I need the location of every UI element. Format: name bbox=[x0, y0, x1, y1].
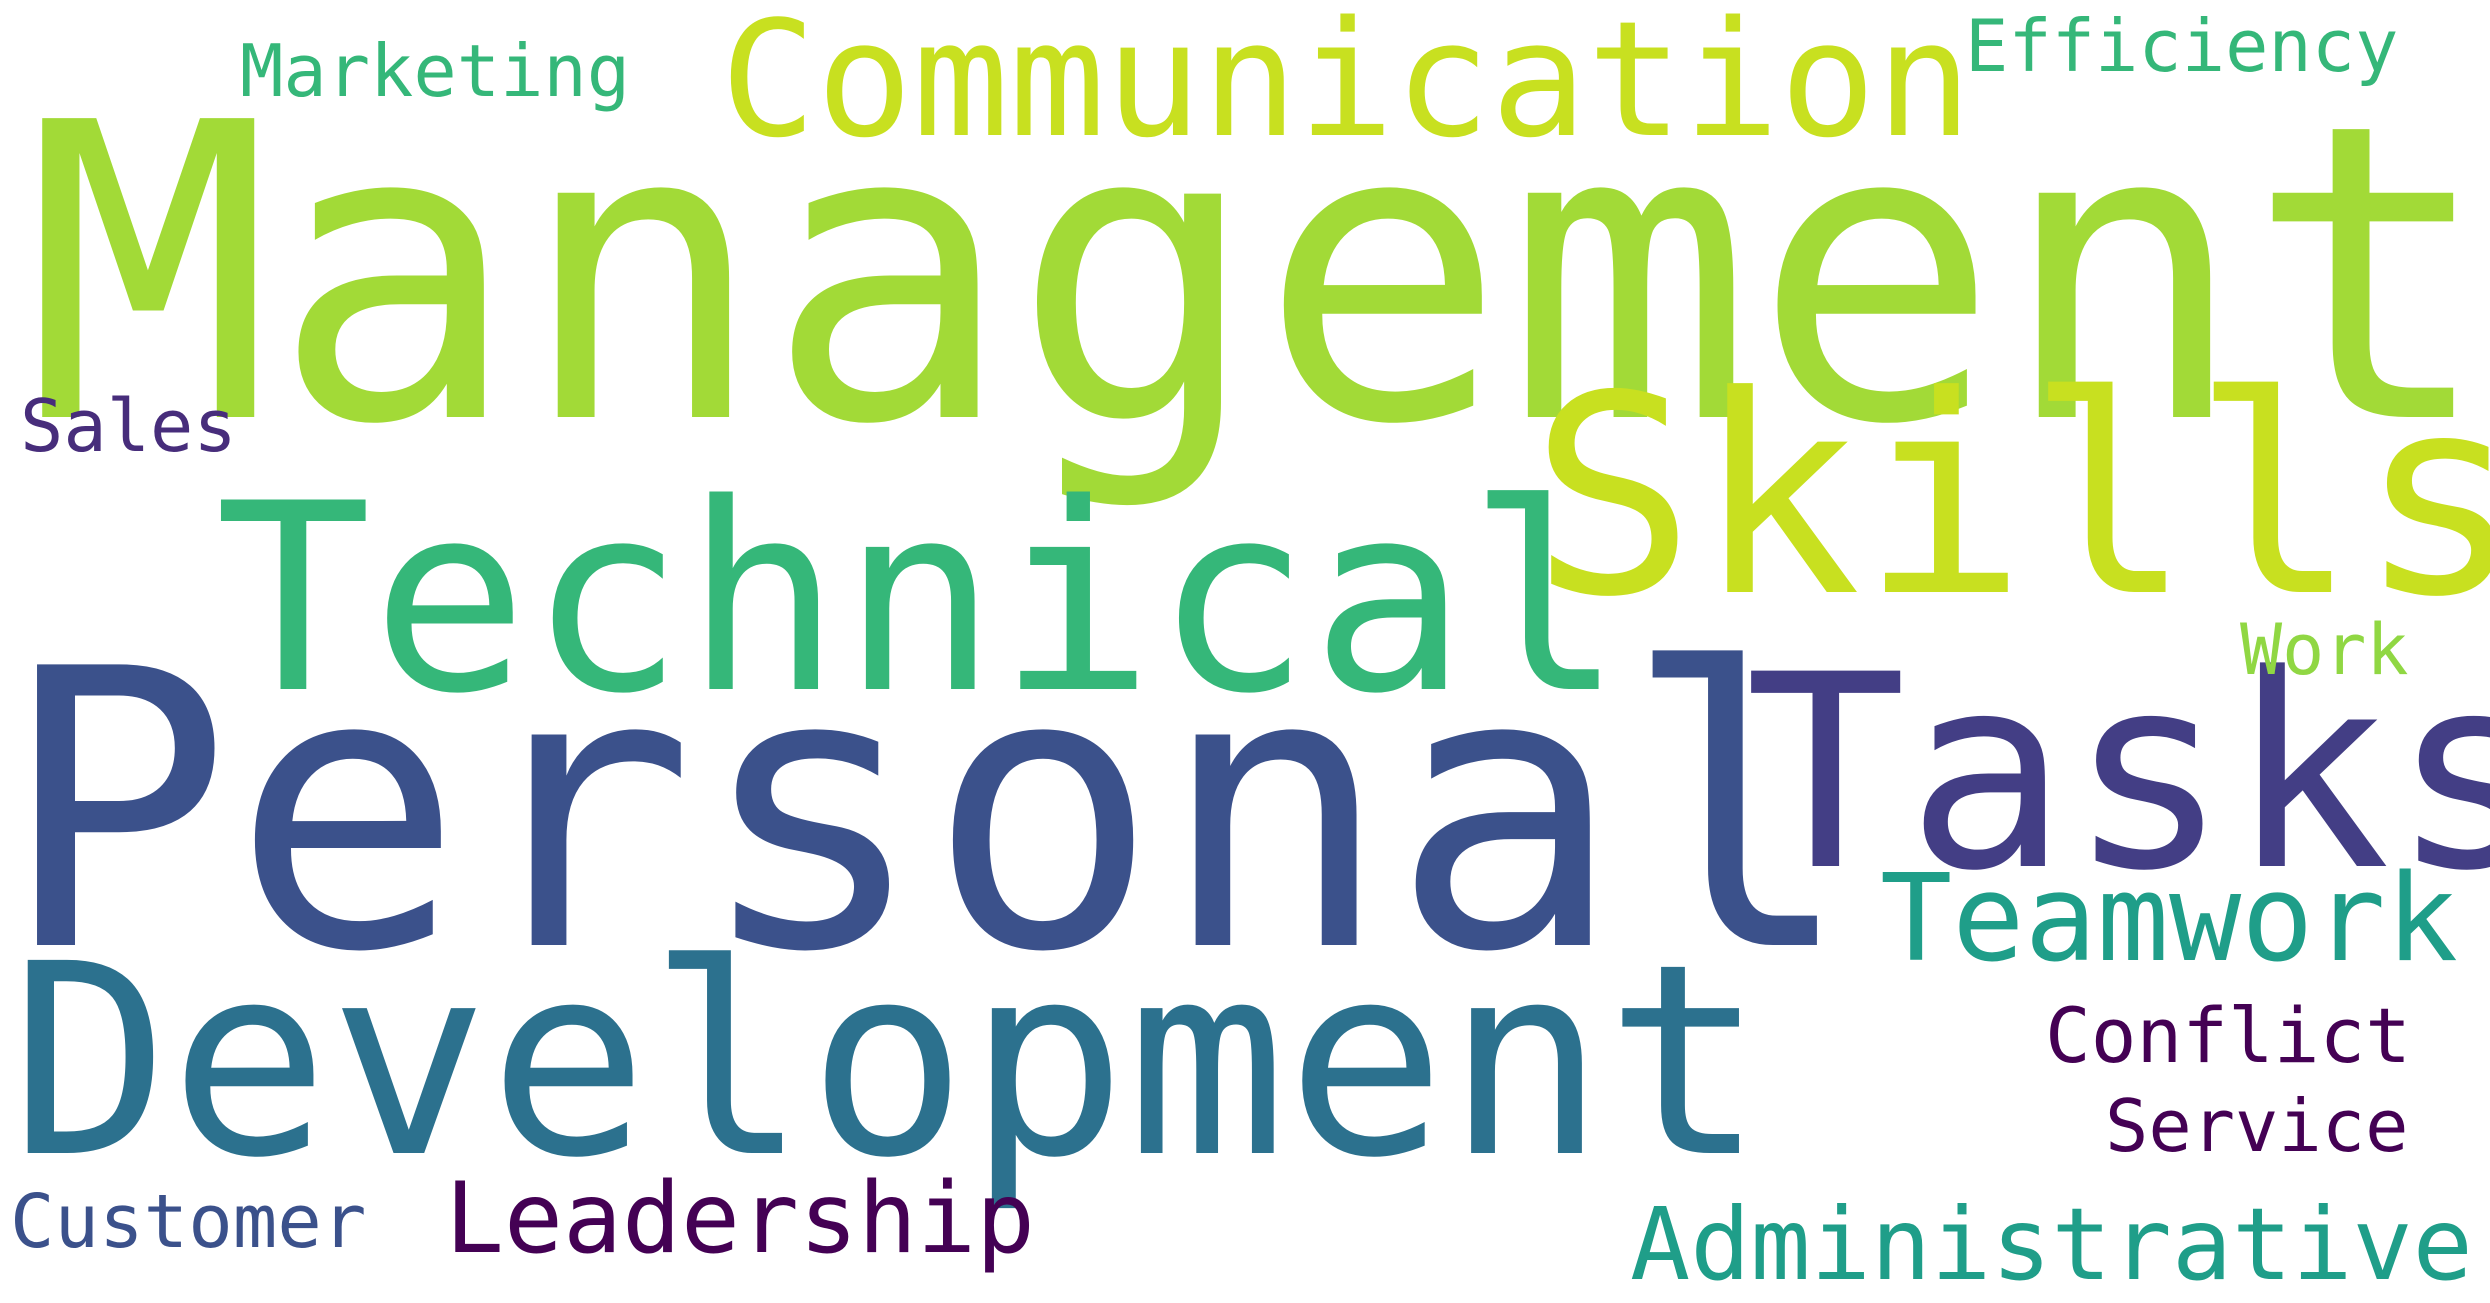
word-teamwork: Teamwork bbox=[1880, 850, 2458, 989]
word-administrative: Administrative bbox=[1630, 1186, 2473, 1303]
word-tasks: Tasks bbox=[1745, 618, 2490, 930]
word-customer: Customer bbox=[10, 1179, 367, 1265]
word-communication: Communication bbox=[720, 0, 1973, 173]
word-technical: Technical bbox=[215, 449, 1624, 751]
word-work: Work bbox=[2240, 609, 2409, 691]
word-leadership: Leadership bbox=[445, 1162, 1036, 1276]
word-efficiency: Efficiency bbox=[1965, 4, 2399, 88]
word-management: Management bbox=[25, 36, 2490, 514]
word-personal: Personal bbox=[0, 588, 1855, 1036]
word-service: Service bbox=[2105, 1084, 2409, 1168]
word-conflict: Conflict bbox=[2045, 991, 2412, 1080]
word-skills: Skills bbox=[1530, 337, 2490, 657]
word-development: Development bbox=[10, 908, 1765, 1216]
word-sales: Sales bbox=[20, 384, 237, 468]
word-marketing: Marketing bbox=[240, 29, 631, 113]
